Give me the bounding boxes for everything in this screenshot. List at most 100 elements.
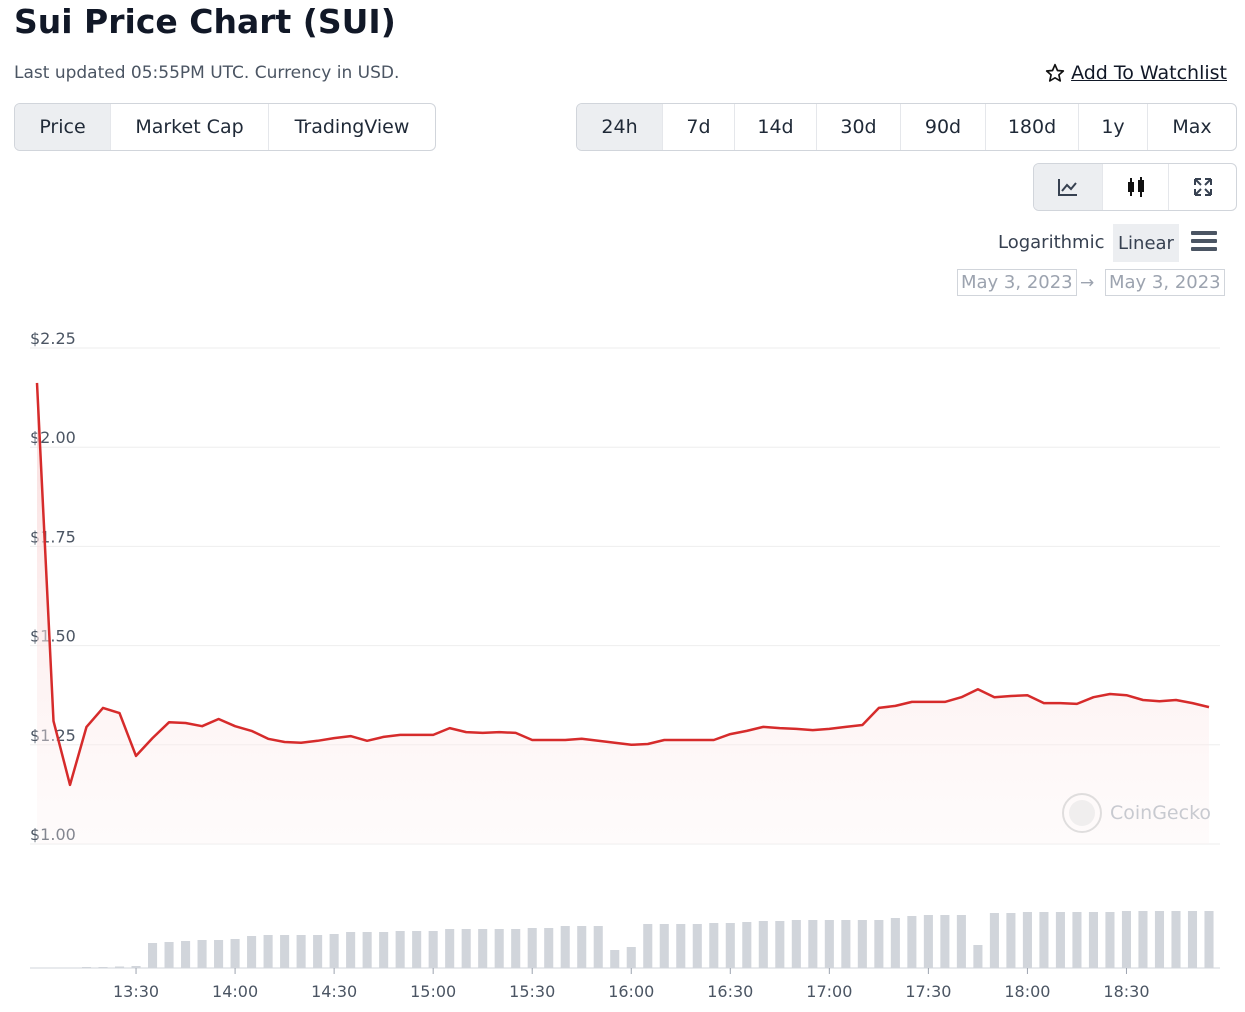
linear-option[interactable]: Linear: [1113, 224, 1179, 262]
date-from[interactable]: May 3, 2023: [957, 269, 1077, 296]
volume-bar: [742, 922, 752, 968]
menu-icon[interactable]: [1191, 230, 1217, 252]
y-tick-label: $1.75: [30, 527, 76, 546]
volume-bar: [593, 926, 603, 968]
volume-bar: [346, 932, 356, 968]
volume-bar: [1171, 911, 1181, 968]
y-tick-label: $1.50: [30, 627, 76, 646]
y-tick-label: $2.00: [30, 428, 76, 447]
volume-bar: [230, 939, 240, 968]
volume-bar: [362, 932, 372, 968]
volume-bar: [296, 935, 306, 968]
date-to[interactable]: May 3, 2023: [1105, 269, 1225, 296]
x-tick-label: 18:30: [1103, 982, 1149, 1001]
volume-bar: [758, 921, 768, 968]
volume-bar: [395, 931, 405, 968]
volume-bar: [214, 940, 224, 968]
tab-button[interactable]: Market Cap: [110, 104, 268, 150]
x-tick-label: 13:30: [113, 982, 159, 1001]
volume-bar: [791, 920, 801, 968]
volume-bar: [709, 923, 719, 968]
watermark-text: CoinGecko: [1110, 802, 1211, 824]
volume-bar: [725, 923, 735, 968]
volume-bar: [808, 920, 818, 968]
volume-bar: [428, 931, 438, 968]
volume-bar: [1138, 911, 1148, 968]
y-tick-label: $2.25: [30, 329, 76, 348]
tab-group: Price Market Cap TradingView: [14, 103, 436, 151]
range-button[interactable]: 90d: [900, 104, 985, 150]
volume-bar: [263, 935, 273, 968]
volume-bar: [692, 924, 702, 968]
volume-bar: [181, 941, 191, 968]
x-tick-label: 15:00: [410, 982, 456, 1001]
volume-bar: [923, 915, 933, 968]
x-tick-label: 16:30: [707, 982, 753, 1001]
range-button[interactable]: 180d: [985, 104, 1078, 150]
volume-bar: [577, 926, 587, 968]
x-tick-label: 17:30: [905, 982, 951, 1001]
watchlist-link[interactable]: Add To Watchlist: [1045, 62, 1227, 84]
log-option[interactable]: Logarithmic: [998, 232, 1105, 253]
volume-bar: [1022, 912, 1032, 968]
volume-bar: [478, 929, 488, 968]
chart-type-group: [1033, 163, 1237, 211]
price-line: [35, 382, 1210, 787]
volume-bar: [824, 920, 834, 968]
volume-bar: [1105, 912, 1115, 968]
x-tick-label: 14:00: [212, 982, 258, 1001]
volume-bar: [379, 932, 389, 968]
range-button[interactable]: 30d: [816, 104, 900, 150]
volume-bar: [1088, 912, 1098, 968]
volume-bar: [98, 967, 108, 968]
line-chart-button[interactable]: [1034, 164, 1102, 210]
range-button[interactable]: 7d: [662, 104, 734, 150]
volume-bar: [148, 943, 158, 968]
line-icon: [1058, 179, 1077, 196]
volume-bar: [1072, 912, 1082, 968]
volume-bar: [659, 924, 669, 968]
volume-bar: [1121, 911, 1132, 968]
candle-chart-button[interactable]: [1102, 164, 1168, 210]
tab-button[interactable]: Price: [15, 104, 110, 150]
volume-bar: [1055, 912, 1065, 968]
range-button[interactable]: 14d: [734, 104, 816, 150]
volume-bar: [445, 929, 455, 968]
date-arrow: →: [1080, 273, 1095, 293]
volume-bar: [313, 935, 323, 968]
candle-icon: [1127, 177, 1144, 197]
volume-bar: [610, 950, 620, 968]
range-button[interactable]: Max: [1147, 104, 1236, 150]
volume-bar: [494, 929, 504, 968]
fullscreen-button[interactable]: [1168, 164, 1236, 210]
x-tick-label: 16:00: [608, 982, 654, 1001]
x-tick-label: 18:00: [1004, 982, 1050, 1001]
x-tick-label: 15:30: [509, 982, 555, 1001]
range-button[interactable]: 1y: [1078, 104, 1147, 150]
volume-bar: [131, 966, 141, 968]
volume-bar: [560, 926, 570, 968]
volume-bar: [775, 921, 785, 968]
tab-button[interactable]: TradingView: [268, 104, 435, 150]
volume-bar: [461, 929, 471, 968]
x-tick-label: 14:30: [311, 982, 357, 1001]
volume-bar: [197, 940, 207, 968]
range-button[interactable]: 24h: [577, 104, 662, 150]
volume-bar: [329, 934, 339, 968]
watermark: CoinGecko: [1062, 793, 1211, 833]
volume-bar: [1039, 912, 1049, 968]
volume-bar: [973, 945, 983, 968]
volume-bar: [412, 931, 422, 968]
volume-bar: [1154, 911, 1165, 968]
volume-bar: [940, 915, 950, 968]
volume-bar: [544, 928, 554, 968]
volume-bar: [114, 966, 125, 968]
volume-bar: [643, 924, 653, 968]
volume-bar: [874, 920, 884, 968]
volume-bar: [676, 924, 686, 968]
volume-bar: [1006, 913, 1016, 968]
x-tick-label: 17:00: [806, 982, 852, 1001]
page-title: Sui Price Chart (SUI): [14, 2, 396, 41]
